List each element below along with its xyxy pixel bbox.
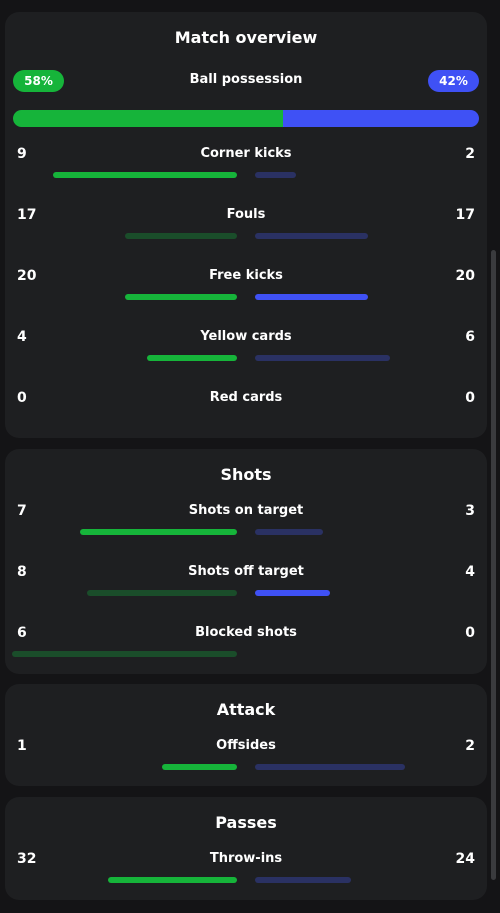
stat-home-value: 9 — [17, 146, 27, 162]
stat-row-free-kicks: 20 Free kicks 20 — [5, 268, 487, 314]
stat-row-shots-on-target: 7 Shots on target 3 — [5, 503, 487, 549]
stat-away-bar — [255, 590, 330, 596]
possession-bar — [13, 110, 479, 127]
stat-home-value: 6 — [17, 625, 27, 641]
stat-row-red-cards: 0 Red cards 0 — [5, 390, 487, 436]
stat-away-value: 3 — [465, 503, 475, 519]
stat-label: Yellow cards — [200, 329, 292, 344]
stat-row-offsides: 1 Offsides 2 — [5, 738, 487, 784]
stat-label: Free kicks — [209, 268, 283, 283]
stat-label: Fouls — [226, 207, 266, 222]
stat-home-bar — [147, 355, 237, 361]
passes-title: Passes — [215, 813, 277, 832]
stat-away-bar — [255, 355, 390, 361]
stat-away-bar — [255, 233, 368, 239]
stat-label: Throw-ins — [209, 851, 283, 866]
stat-label: Shots off target — [188, 564, 304, 579]
stat-away-bar — [255, 172, 296, 178]
shots-card: Shots 7 Shots on target 3 8 Shots off ta… — [5, 449, 487, 674]
stat-away-bar — [255, 294, 368, 300]
stat-away-value: 4 — [465, 564, 475, 580]
stat-label: Corner kicks — [200, 146, 292, 161]
possession-home-pill: 58% — [13, 70, 64, 92]
stat-away-value: 6 — [465, 329, 475, 345]
stat-home-bar — [52, 172, 237, 178]
stat-label: Shots on target — [188, 503, 304, 518]
possession-away-segment — [283, 110, 479, 127]
attack-card: Attack 1 Offsides 2 — [5, 684, 487, 786]
stat-away-value: 17 — [455, 207, 475, 223]
stat-label: Red cards — [209, 390, 283, 405]
stat-away-bar — [255, 877, 352, 883]
stat-label: Offsides — [216, 738, 276, 753]
shots-title: Shots — [220, 465, 272, 484]
stat-home-value: 20 — [17, 268, 37, 284]
stat-home-value: 7 — [17, 503, 27, 519]
match-overview-card: Match overview 58% Ball possession 42% 9… — [5, 12, 487, 438]
stat-home-bar — [12, 651, 237, 657]
stat-row-fouls: 17 Fouls 17 — [5, 207, 487, 253]
stat-home-value: 32 — [17, 851, 37, 867]
stat-away-value: 2 — [465, 738, 475, 754]
stat-away-value: 0 — [465, 625, 475, 641]
scrollbar[interactable] — [491, 250, 496, 880]
stat-home-value: 4 — [17, 329, 27, 345]
ball-possession-row: 58% Ball possession 42% — [5, 70, 487, 127]
stat-away-value: 20 — [455, 268, 475, 284]
stat-home-bar — [124, 233, 237, 239]
stat-home-value: 1 — [17, 738, 27, 754]
stat-home-bar — [79, 529, 237, 535]
stat-row-shots-off-target: 8 Shots off target 4 — [5, 564, 487, 610]
stat-row-yellow-cards: 4 Yellow cards 6 — [5, 329, 487, 375]
possession-away-pill: 42% — [428, 70, 479, 92]
stat-home-bar — [124, 294, 237, 300]
attack-title: Attack — [216, 700, 276, 719]
stat-home-value: 8 — [17, 564, 27, 580]
match-overview-title: Match overview — [174, 28, 318, 47]
stat-label: Blocked shots — [195, 625, 297, 640]
stat-away-bar — [255, 764, 405, 770]
stat-home-bar — [87, 590, 237, 596]
possession-label: Ball possession — [189, 72, 303, 87]
passes-card: Passes 32 Throw-ins 24 — [5, 797, 487, 900]
stat-away-value: 0 — [465, 390, 475, 406]
possession-home-segment — [13, 110, 284, 127]
stat-row-corner-kicks: 9 Corner kicks 2 — [5, 146, 487, 192]
stat-row-throw-ins: 32 Throw-ins 24 — [5, 851, 487, 897]
stat-row-blocked-shots: 6 Blocked shots 0 — [5, 625, 487, 671]
stat-away-bar — [255, 529, 323, 535]
stat-home-bar — [108, 877, 237, 883]
stat-home-value: 0 — [17, 390, 27, 406]
stat-home-value: 17 — [17, 207, 37, 223]
stat-away-value: 24 — [455, 851, 475, 867]
stat-away-value: 2 — [465, 146, 475, 162]
stat-home-bar — [162, 764, 237, 770]
